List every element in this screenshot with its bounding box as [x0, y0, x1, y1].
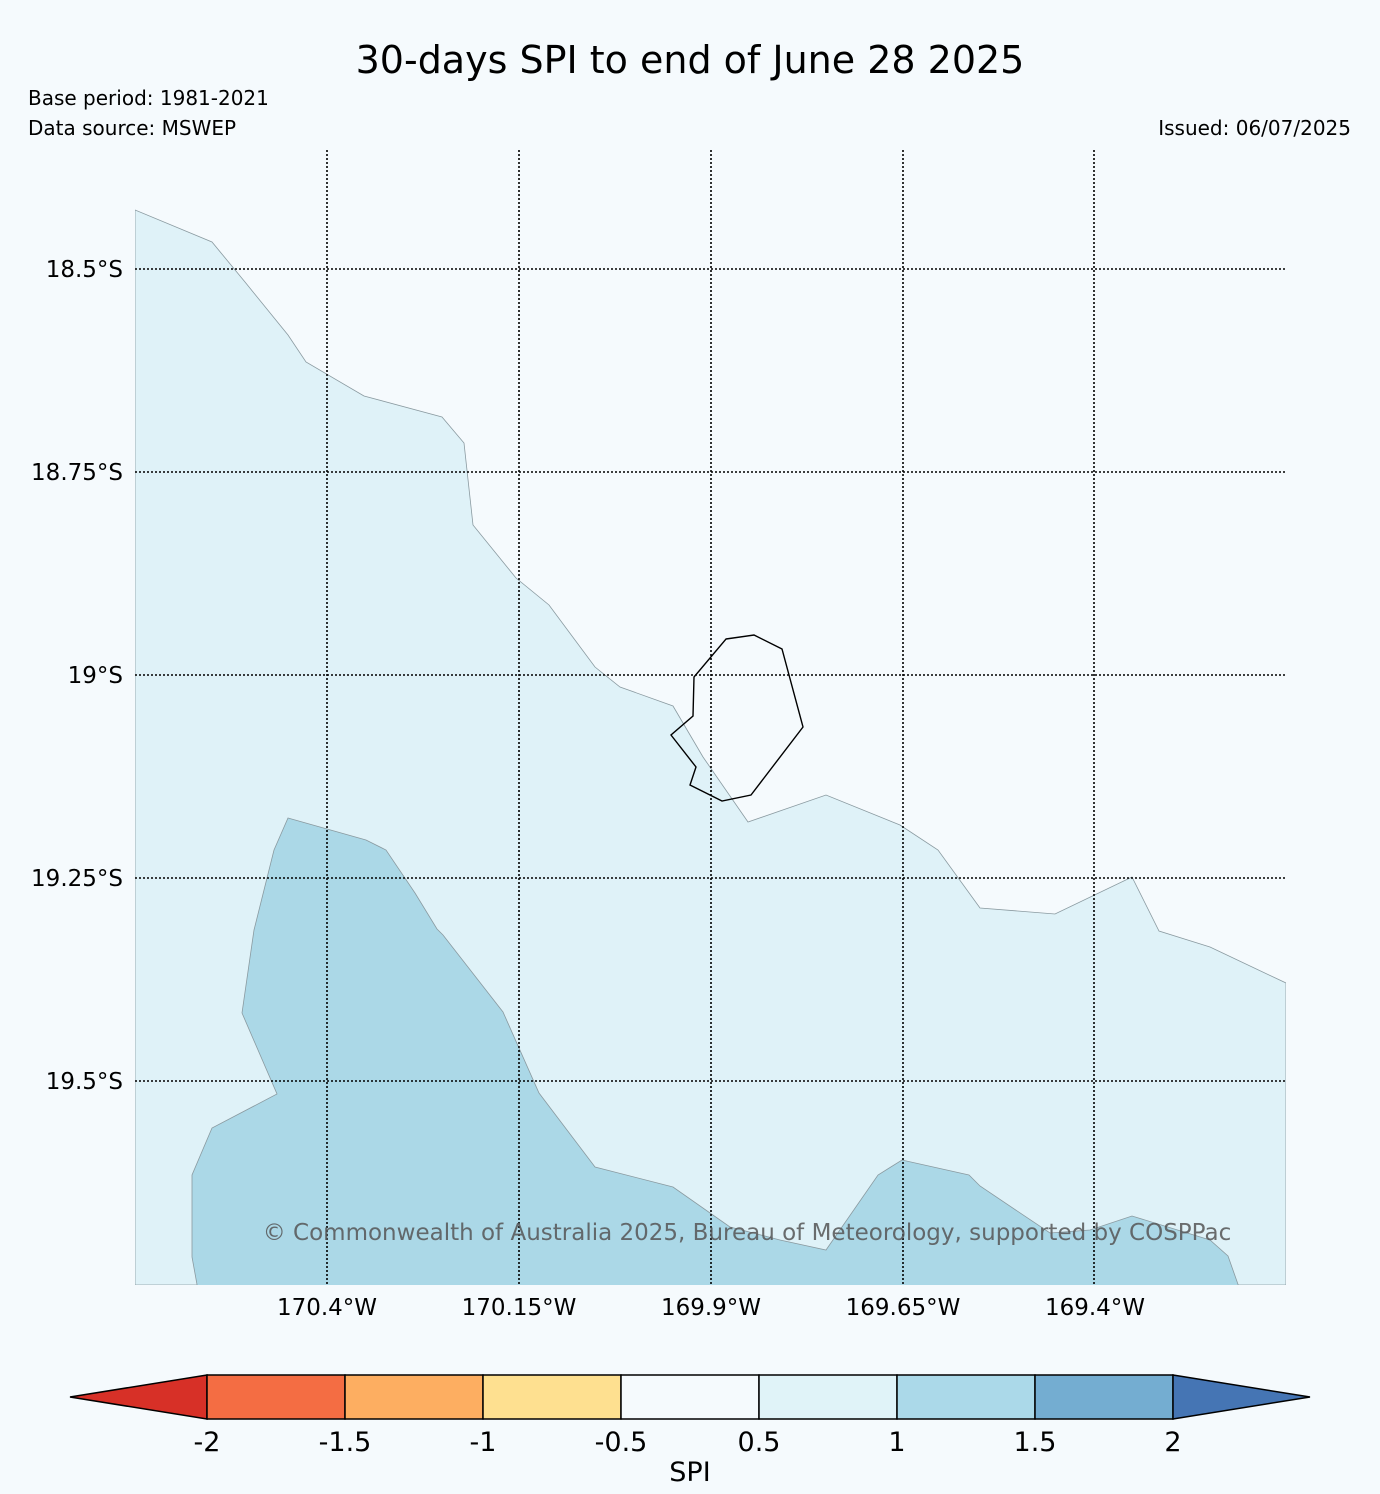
lat-label: 18.5°S: [46, 257, 123, 283]
lat-label: 18.75°S: [31, 460, 123, 486]
colorbar-tick-label: -1.5: [319, 1427, 372, 1458]
colorbar-segment: [206, 1374, 346, 1420]
base-period-text: Base period: 1981-2021: [28, 86, 269, 110]
colorbar-segment: [758, 1374, 898, 1420]
issued-date-text: Issued: 06/07/2025: [1158, 116, 1351, 140]
colorbar-tick-label: 1: [888, 1427, 905, 1458]
lat-label: 19°S: [68, 663, 123, 689]
colorbar-title: SPI: [669, 1457, 710, 1488]
island-outline: [670, 634, 804, 802]
lon-label: 169.9°W: [661, 1295, 761, 1321]
lon-label: 170.15°W: [462, 1295, 577, 1321]
lon-label: 170.4°W: [277, 1295, 377, 1321]
colorbar-extend-high: [1172, 1374, 1311, 1420]
colorbar-tick-label: 1.5: [1014, 1427, 1057, 1458]
graticule: [135, 150, 1286, 1285]
lon-label: 169.65°W: [846, 1295, 961, 1321]
lat-label: 19.5°S: [46, 1069, 123, 1095]
map-title: 30-days SPI to end of June 28 2025: [355, 38, 1025, 82]
lon-label: 169.4°W: [1045, 1295, 1145, 1321]
colorbar-extend-low: [69, 1374, 208, 1420]
spi-colorbar: [69, 1374, 1311, 1420]
colorbar-segment: [896, 1374, 1036, 1420]
colorbar-tick-label: -2: [194, 1427, 221, 1458]
data-source-text: Data source: MSWEP: [28, 116, 237, 140]
colorbar-tick-label: -1: [470, 1427, 497, 1458]
colorbar-tick-label: 2: [1164, 1427, 1181, 1458]
spi-region-medium-west: [191, 817, 1239, 1285]
colorbar-segment: [482, 1374, 622, 1420]
lat-label: 19.25°S: [31, 866, 123, 892]
colorbar-tick-label: 0.5: [738, 1427, 781, 1458]
colorbar-segment: [1034, 1374, 1174, 1420]
copyright-notice: © Commonwealth of Australia 2025, Bureau…: [263, 1220, 1232, 1246]
colorbar-tick-label: -0.5: [595, 1427, 648, 1458]
colorbar-segment: [344, 1374, 484, 1420]
colorbar-segment: [620, 1374, 760, 1420]
